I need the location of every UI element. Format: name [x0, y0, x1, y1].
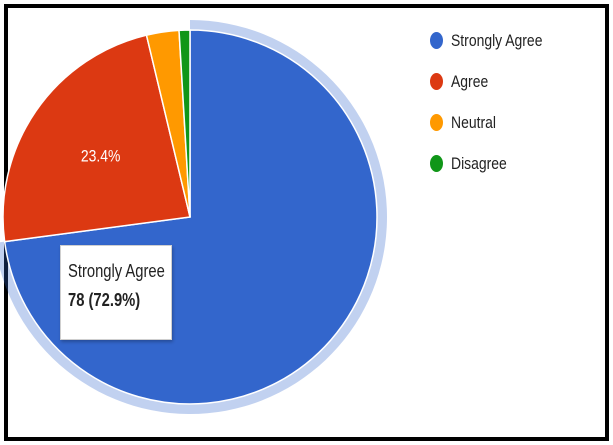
legend-item-agree[interactable]: Agree [430, 71, 563, 92]
slice-disagree[interactable] [178, 29, 191, 218]
legend-item-neutral[interactable]: Neutral [430, 112, 563, 133]
legend: Strongly Agree Agree Neutral Disagree [430, 30, 563, 194]
legend-swatch-strongly-agree [430, 32, 443, 49]
legend-label-agree: Agree [451, 71, 489, 91]
legend-swatch-neutral [430, 114, 443, 131]
pie-slice-labels: 23.4% [81, 147, 121, 166]
slice-tooltip: Strongly Agree 78 (72.9%) [60, 245, 172, 340]
legend-item-disagree[interactable]: Disagree [430, 153, 563, 174]
legend-label-strongly-agree: Strongly Agree [451, 30, 543, 50]
tooltip-category: Strongly Agree [68, 261, 165, 281]
legend-swatch-agree [430, 73, 443, 90]
pie-slices [2, 29, 378, 405]
legend-item-strongly-agree[interactable]: Strongly Agree [430, 30, 563, 51]
legend-swatch-disagree [430, 155, 443, 172]
legend-label-neutral: Neutral [451, 112, 496, 132]
tooltip-value: 78 (72.9%) [68, 290, 141, 310]
legend-label-disagree: Disagree [451, 153, 507, 173]
slice-label-agree: 23.4% [81, 147, 121, 166]
slice-agree[interactable] [2, 34, 191, 243]
